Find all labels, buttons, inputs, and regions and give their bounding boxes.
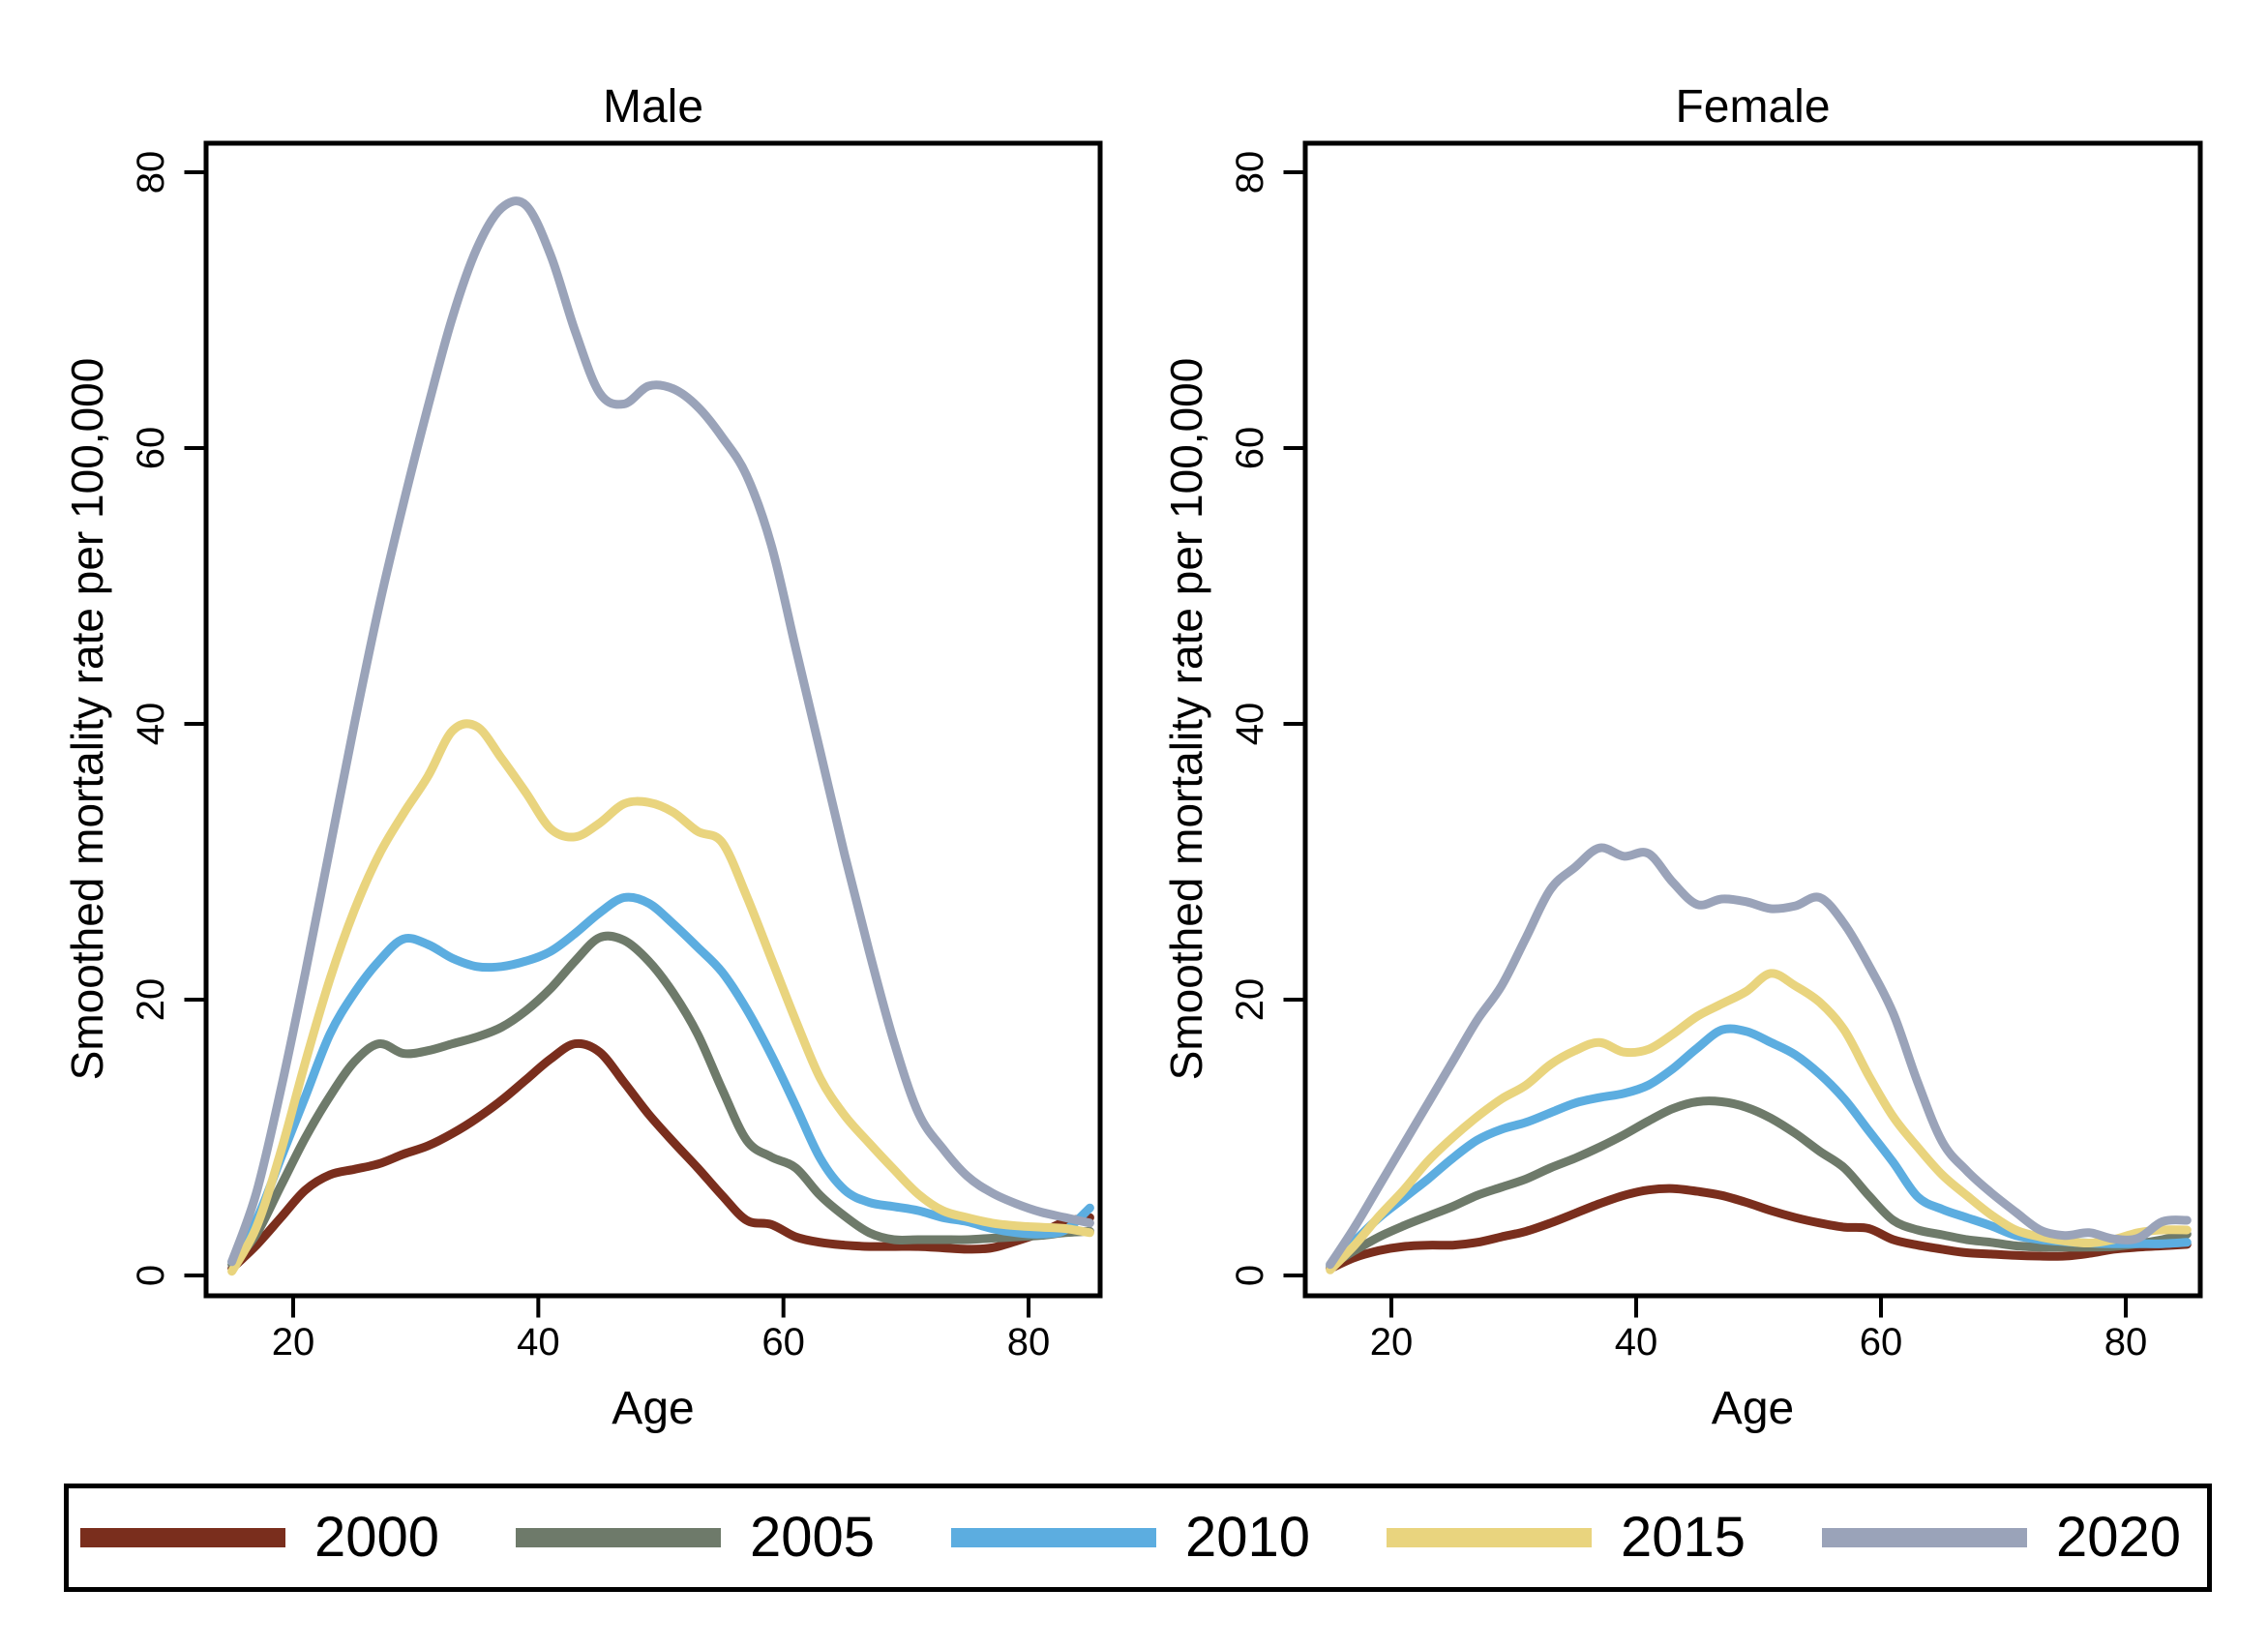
- line-female-2015: [1326, 969, 2192, 1274]
- legend-swatch-2015: [1387, 1528, 1592, 1547]
- legend-swatch-2005: [516, 1528, 721, 1547]
- line-male-2020: [227, 196, 1094, 1267]
- x-axis-title-male: Age: [612, 1383, 695, 1434]
- legend-label: 2005: [750, 1506, 876, 1569]
- line-male-2005: [227, 931, 1094, 1270]
- line-female-2000: [1326, 1184, 2192, 1274]
- legend-label: 2020: [2056, 1506, 2182, 1569]
- line-male-2015: [227, 719, 1094, 1276]
- x-tick-label: 40: [1615, 1321, 1658, 1364]
- legend-item-2000: 2000: [80, 1510, 516, 1566]
- y-tick-label: 60: [1229, 427, 1271, 470]
- y-tick-label: 20: [1229, 978, 1271, 1022]
- y-tick-label: 40: [1229, 703, 1271, 746]
- line-female-2005: [1326, 1096, 2192, 1271]
- x-axis-title-female: Age: [1711, 1383, 1795, 1434]
- line-male-2000: [227, 1038, 1094, 1274]
- line-female-2010: [1326, 1024, 2192, 1270]
- y-tick-label: 0: [130, 1265, 172, 1286]
- legend-swatch-2010: [951, 1528, 1156, 1547]
- x-tick-label: 60: [1860, 1321, 1903, 1364]
- y-tick-label: 80: [1229, 151, 1271, 195]
- plot-border: [1302, 140, 2203, 1299]
- y-tick-label: 80: [130, 151, 172, 195]
- legend-swatch-2000: [80, 1528, 285, 1547]
- line-female-2020: [1326, 843, 2192, 1270]
- legend-swatch-2020: [1822, 1528, 2027, 1547]
- legend-item-2010: 2010: [951, 1510, 1387, 1566]
- legend-item-2005: 2005: [516, 1510, 951, 1566]
- x-tick-label: 20: [272, 1321, 315, 1364]
- x-tick-label: 80: [1007, 1321, 1051, 1364]
- y-tick-label: 60: [130, 427, 172, 470]
- x-tick-label: 40: [517, 1321, 560, 1364]
- legend-label: 2010: [1185, 1506, 1311, 1569]
- legend: 2000 2005 2010 2015 2020: [64, 1484, 2212, 1592]
- legend-label: 2000: [314, 1506, 440, 1569]
- legend-item-2020: 2020: [1822, 1510, 2181, 1566]
- plot-border: [203, 140, 1103, 1299]
- legend-item-2015: 2015: [1387, 1510, 1822, 1566]
- y-axis-title-female: Smoothed mortality rate per 100,000: [1161, 357, 1211, 1081]
- legend-label: 2015: [1621, 1506, 1746, 1569]
- panel-title-female: Female: [1675, 81, 1831, 133]
- y-axis-title-male: Smoothed mortality rate per 100,000: [62, 357, 112, 1081]
- y-tick-label: 40: [130, 703, 172, 746]
- x-tick-label: 20: [1370, 1321, 1414, 1364]
- panel-female: 20 40 60 80 0 20 40 60 80: [1229, 140, 2203, 1364]
- y-tick-label: 0: [1229, 1265, 1271, 1286]
- line-male-2010: [227, 892, 1094, 1267]
- x-tick-label: 80: [2104, 1321, 2148, 1364]
- panel-male: 20 40 60 80 0 20 40 60 80: [130, 140, 1103, 1364]
- panel-title-male: Male: [602, 81, 704, 133]
- y-tick-label: 20: [130, 978, 172, 1022]
- x-tick-label: 60: [761, 1321, 805, 1364]
